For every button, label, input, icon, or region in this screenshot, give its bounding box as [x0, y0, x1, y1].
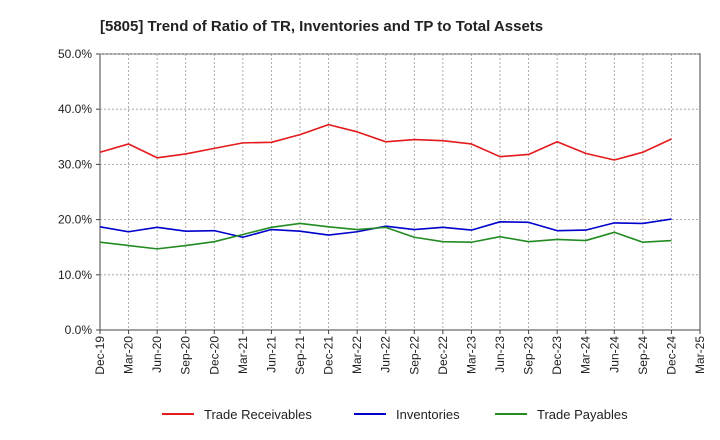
- x-tick-label: Mar-22: [350, 336, 364, 374]
- legend-label: Inventories: [396, 407, 460, 422]
- legend-label: Trade Payables: [537, 407, 628, 422]
- x-tick-label: Dec-24: [664, 336, 678, 375]
- series-line-trade-payables: [99, 222, 672, 250]
- plot-area: [99, 53, 701, 331]
- x-tick-label: Mar-25: [693, 336, 707, 374]
- x-tick-label: Mar-20: [122, 336, 136, 374]
- x-tick-label: Sep-20: [179, 336, 193, 375]
- series-lines: [99, 123, 672, 250]
- y-tick-label: 50.0%: [58, 47, 92, 61]
- legend-label: Trade Receivables: [204, 407, 312, 422]
- x-tick-label: Jun-23: [493, 336, 507, 373]
- x-tick-label: Dec-20: [207, 336, 221, 375]
- x-tick-label: Dec-23: [550, 336, 564, 375]
- y-tick-label: 40.0%: [58, 102, 92, 116]
- x-tick-label: Jun-21: [264, 336, 278, 373]
- x-tick-label: Jun-22: [379, 336, 393, 373]
- chart-title: [5805] Trend of Ratio of TR, Inventories…: [100, 18, 543, 35]
- y-tick-label: 20.0%: [58, 213, 92, 227]
- y-tick-label: 0.0%: [65, 323, 93, 337]
- x-tick-label: Sep-24: [636, 336, 650, 375]
- x-tick-label: Sep-22: [407, 336, 421, 375]
- x-tick-label: Mar-21: [236, 336, 250, 374]
- legend: Trade Receivables Inventories Trade Payabl…: [162, 407, 628, 422]
- x-tick-label: Dec-19: [93, 336, 107, 375]
- series-line-inventories: [99, 218, 672, 239]
- x-tick-label: Sep-21: [293, 336, 307, 375]
- y-tick-label: 30.0%: [58, 157, 92, 171]
- x-tick-label: Jun-20: [150, 336, 164, 373]
- series-line-trade-receivables: [99, 123, 672, 161]
- plot-frame: [99, 53, 701, 331]
- y-tick-label: 10.0%: [58, 268, 92, 282]
- y-axis: 0.0% 10.0% 20.0% 30.0% 40.0% 50.0%: [58, 47, 100, 337]
- x-tick-label: Jun-24: [607, 336, 621, 373]
- x-tick-label: Dec-22: [436, 336, 450, 375]
- grid: [100, 53, 700, 330]
- x-tick-label: Dec-21: [322, 336, 336, 375]
- x-axis: Dec-19 Mar-20 Jun-20 Sep-20 Dec-20 Mar-21 Jun-…: [93, 330, 707, 375]
- x-tick-label: Mar-23: [464, 336, 478, 374]
- x-tick-label: Mar-24: [579, 336, 593, 374]
- x-tick-label: Sep-23: [522, 336, 536, 375]
